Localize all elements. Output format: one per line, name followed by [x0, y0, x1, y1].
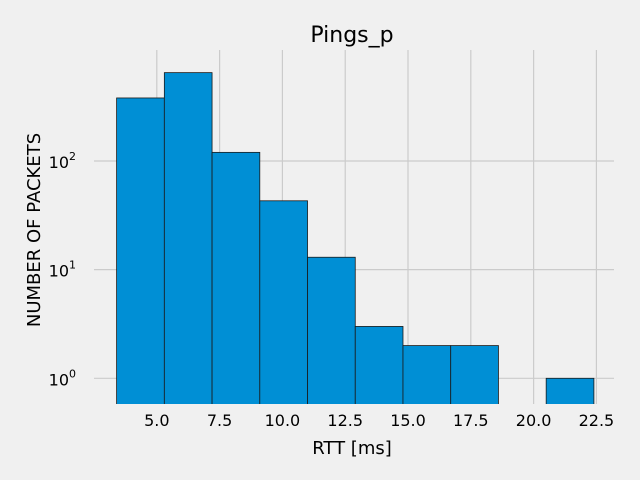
x-tick-label: 12.5 — [327, 411, 363, 430]
x-axis-label: RTT [ms] — [312, 438, 392, 459]
bars-group — [0, 72, 640, 480]
histogram-bar-3 — [211, 151, 261, 425]
x-tick-label: 22.5 — [579, 411, 615, 430]
y-tick-label: 102 — [49, 150, 76, 172]
histogram-bar-2 — [163, 72, 213, 425]
y-tick-label: 100 — [49, 367, 76, 389]
y-tick-labels: 100 101 102 — [49, 150, 76, 389]
histogram-bar-5 — [307, 256, 356, 425]
x-tick-label: 15.0 — [390, 411, 426, 430]
plot-bottom-mask — [0, 404, 640, 480]
x-tick-label: 20.0 — [516, 411, 552, 430]
histogram-bar-1 — [116, 97, 165, 425]
x-tick-label: 7.5 — [207, 411, 232, 430]
x-tick-label: 10.0 — [265, 411, 301, 430]
y-axis-label: NUMBER OF PACKETS — [24, 133, 45, 327]
x-tick-label: 5.0 — [144, 411, 169, 430]
x-tick-labels: 5.0 7.5 10.0 12.5 15.0 17.5 20.0 22.5 — [144, 411, 614, 430]
x-tick-label: 17.5 — [453, 411, 489, 430]
chart-title: Pings_p — [310, 23, 393, 48]
y-tick-label: 101 — [49, 259, 76, 281]
histogram-bar-4 — [259, 200, 308, 425]
